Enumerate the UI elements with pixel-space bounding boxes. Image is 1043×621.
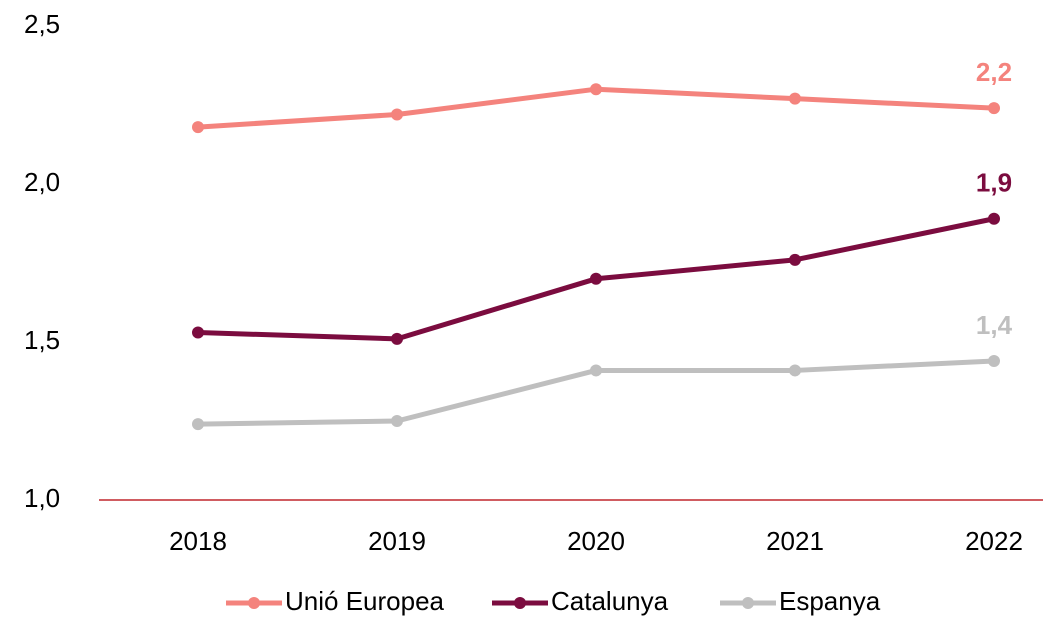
point — [192, 121, 204, 134]
legend-marker — [742, 597, 754, 609]
point — [789, 253, 801, 266]
y-tick-label: 1,5 — [24, 325, 60, 355]
data-label: 2,2 — [976, 57, 1012, 87]
legend-marker — [248, 597, 260, 609]
y-tick-label: 2,5 — [24, 9, 60, 39]
point — [192, 418, 204, 431]
legend-marker — [514, 597, 526, 609]
legend-label: Unió Europea — [285, 586, 445, 616]
x-tick-label: 2019 — [368, 526, 426, 556]
y-tick-label: 1,0 — [24, 483, 60, 513]
x-tick-label: 2022 — [965, 526, 1023, 556]
data-label: 1,9 — [976, 168, 1012, 198]
x-tick-label: 2020 — [567, 526, 625, 556]
point — [590, 272, 602, 285]
point — [192, 326, 204, 339]
data-label: 1,4 — [976, 310, 1013, 340]
point — [988, 102, 1000, 115]
point — [391, 415, 403, 427]
point — [590, 364, 602, 377]
point — [391, 332, 403, 345]
legend-label: Espanya — [779, 586, 881, 616]
legend-label: Catalunya — [551, 586, 669, 616]
point — [789, 364, 801, 377]
y-tick-label: 2,0 — [24, 167, 60, 197]
point — [988, 212, 1000, 225]
point — [590, 83, 602, 96]
point — [391, 108, 403, 121]
x-tick-label: 2021 — [766, 526, 824, 556]
point — [988, 354, 1000, 367]
x-tick-label: 2018 — [169, 526, 227, 556]
point — [789, 92, 801, 105]
